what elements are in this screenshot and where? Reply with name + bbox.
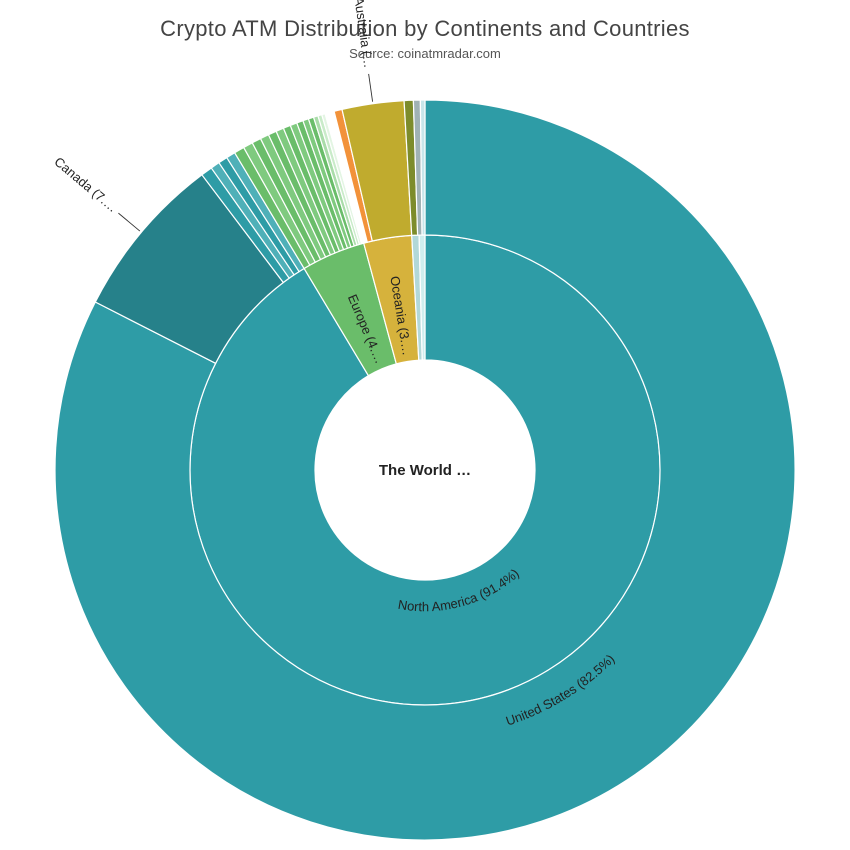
center-label: The World … (379, 462, 471, 479)
country-label-1: Canada (7.… (51, 154, 120, 215)
country-label-23: Australia (… (351, 0, 376, 69)
sunburst-svg: North America (91.4%)Europe (4.…Oceania … (0, 0, 850, 850)
chart-container: Crypto ATM Distribution by Continents an… (0, 0, 850, 850)
